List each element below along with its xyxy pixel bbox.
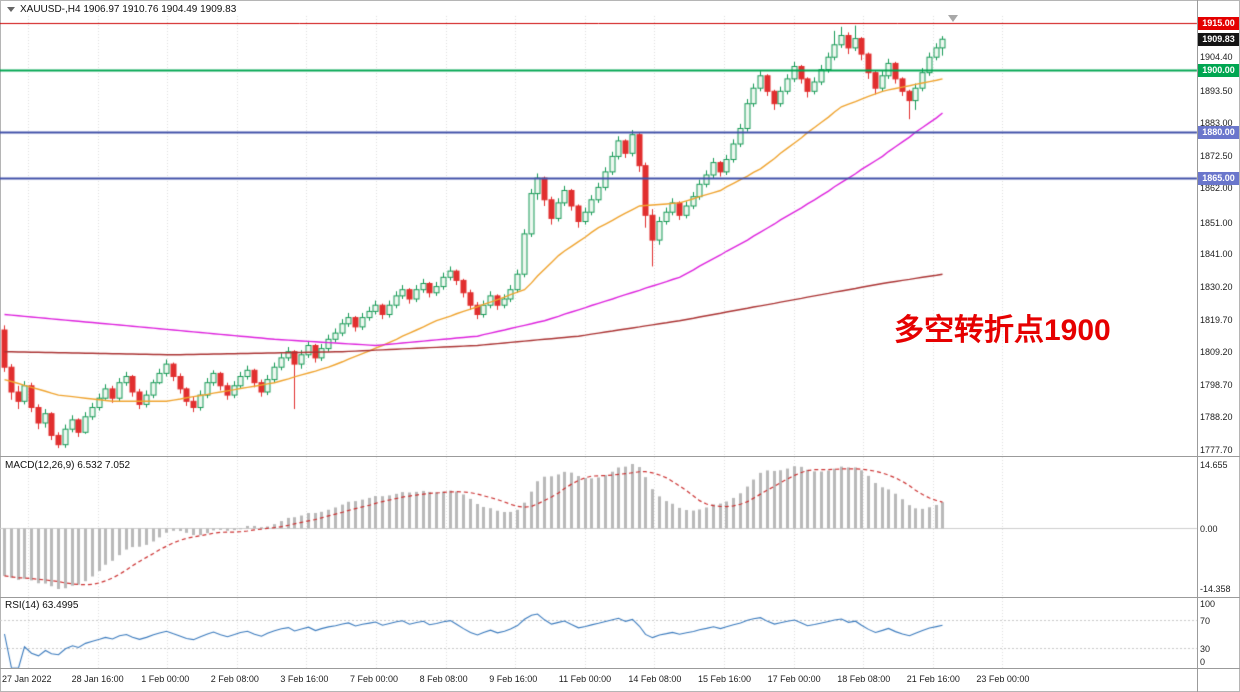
- symbol-dropdown-icon[interactable]: [7, 7, 15, 12]
- rsi-indicator-label: RSI(14) 63.4995: [5, 600, 79, 611]
- price-axis-border: [1197, 0, 1198, 692]
- annotation-text: 多空转折点1900: [894, 314, 1111, 347]
- macd-indicator-label: MACD(12,26,9) 6.532 7.052: [5, 460, 131, 471]
- panel-separator: [0, 668, 1240, 669]
- panel-separator[interactable]: [0, 456, 1240, 457]
- chart-shift-marker-icon[interactable]: [948, 15, 958, 22]
- chart-header: XAUUSD-,H4 1906.97 1910.76 1904.49 1909.…: [7, 4, 236, 15]
- symbol-ohlc-text: XAUUSD-,H4 1906.97 1910.76 1904.49 1909.…: [20, 4, 237, 15]
- panel-separator[interactable]: [0, 597, 1240, 598]
